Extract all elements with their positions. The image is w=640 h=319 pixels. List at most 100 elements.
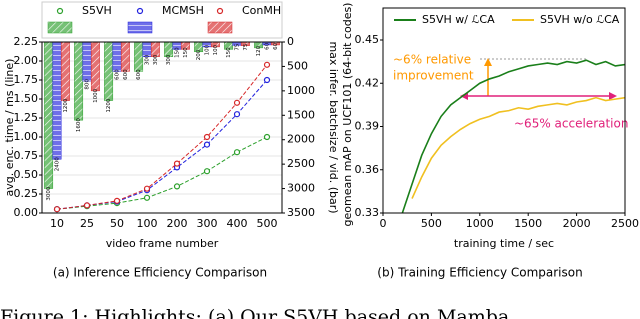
legend-label: S5VH w/ ℒCA — [422, 13, 495, 26]
y2-tick-label: 2500 — [287, 157, 315, 170]
line-marker — [263, 61, 271, 68]
x-tick-label: 1000 — [466, 217, 494, 230]
bar-label: 3000 — [46, 186, 52, 200]
x-axis-label: video frame number — [106, 237, 219, 250]
line-marker — [53, 206, 61, 213]
x-tick-label: 50 — [110, 217, 124, 230]
bar-label: 600 — [123, 69, 129, 80]
bar — [90, 41, 100, 92]
line-marker — [203, 141, 211, 148]
line-marker — [233, 99, 241, 106]
x-tick-label: 200 — [167, 217, 188, 230]
bar-label: 300 — [145, 54, 151, 65]
caption: (a) Inference Efficiency Comparison — [53, 266, 267, 280]
bar-label: 1200 — [63, 98, 69, 112]
x-tick-label: 25 — [80, 217, 94, 230]
legend-box — [41, 1, 283, 39]
bar-label: 100 — [213, 44, 219, 55]
bar-label: 150 — [175, 47, 181, 58]
bar — [60, 41, 70, 101]
bar — [164, 41, 174, 57]
y-tick-label: 0.50 — [14, 168, 39, 181]
y-tick-label: 0.25 — [14, 187, 39, 200]
bar-label: 200 — [196, 49, 202, 60]
bar-label: 800 — [85, 79, 91, 90]
bar — [142, 41, 152, 57]
bar — [82, 41, 92, 82]
arrow-head — [609, 92, 617, 100]
bar-label: 2400 — [55, 157, 61, 171]
line-marker — [173, 160, 181, 167]
y-tick-label: 1.75 — [14, 73, 39, 86]
bar — [150, 41, 160, 57]
series-line — [401, 59, 625, 213]
x-tick-label: 500 — [421, 217, 442, 230]
bar-label: 1600 — [76, 118, 82, 132]
legend-label: S5VH — [82, 4, 112, 17]
bar-label: 300 — [153, 54, 159, 65]
y-axis-label: avg. enc. time / ms (line) — [3, 59, 16, 197]
y2-tick-label: 500 — [287, 59, 308, 72]
y-axis-label: geomean mAP on UCF101 (64-bit codes) — [341, 3, 354, 227]
x-tick-label: 0 — [380, 217, 387, 230]
bar — [44, 41, 54, 189]
annotation: improvement — [393, 69, 474, 83]
legend-patch — [207, 21, 233, 34]
y-tick-label: 2.00 — [14, 54, 39, 67]
y-tick-label: 0.45 — [355, 33, 380, 46]
y2-tick-label: 1000 — [287, 84, 315, 97]
legend-patch — [47, 21, 73, 34]
bar — [134, 41, 144, 72]
series-line — [411, 96, 625, 199]
arrow-head — [484, 58, 492, 66]
x-tick-label: 2500 — [611, 217, 639, 230]
bar — [120, 41, 130, 72]
y2-axis-label: max infer. batchsize / vid. (bar) — [327, 41, 340, 213]
legend-marker — [136, 7, 144, 15]
y-tick-label: 0.00 — [14, 206, 39, 219]
x-tick-label: 300 — [197, 217, 218, 230]
bar-label: 1200 — [106, 98, 112, 112]
line-marker — [233, 149, 241, 156]
y-tick-label: 1.25 — [14, 111, 39, 124]
bar — [104, 41, 114, 101]
y-tick-label: 1.50 — [14, 92, 39, 105]
line-marker — [263, 133, 271, 141]
line-marker — [173, 183, 181, 190]
line-marker — [263, 76, 271, 84]
x-tick-label: 100 — [137, 217, 158, 230]
line-marker — [233, 111, 241, 118]
bar-label: 150 — [183, 47, 189, 58]
bar — [74, 41, 84, 121]
legend-label: MCMSH — [162, 4, 204, 17]
x-tick-label: 1500 — [514, 217, 542, 230]
bar — [52, 41, 62, 160]
series-line — [56, 136, 268, 210]
x-tick-label: 10 — [50, 217, 64, 230]
caption: (b) Training Efficiency Comparison — [377, 266, 582, 280]
bar-label: 120 — [256, 45, 262, 56]
series-line — [56, 64, 268, 210]
y-tick-label: 0.36 — [355, 163, 380, 176]
bar-label: 600 — [115, 69, 121, 80]
figure-caption: Figure 1: Highlights: (a) Our S5VH based… — [0, 306, 509, 319]
legend-label: S5VH w/o ℒCA — [540, 13, 620, 26]
legend-marker — [216, 7, 224, 15]
y2-tick-label: 3000 — [287, 182, 315, 195]
bar-label: 150 — [226, 47, 232, 58]
y-tick-label: 0.75 — [14, 149, 39, 162]
bar-label: 60 — [265, 42, 271, 49]
y-tick-label: 1.00 — [14, 130, 39, 143]
y2-tick-label: 0 — [287, 35, 294, 48]
line-marker — [83, 202, 91, 209]
y-tick-label: 0.39 — [355, 120, 380, 133]
bar-label: 60 — [273, 42, 279, 49]
x-tick-label: 2000 — [563, 217, 591, 230]
bar-label: 1000 — [93, 88, 99, 102]
line-marker — [143, 185, 151, 192]
x-axis-label: training time / sec — [454, 237, 554, 250]
y-tick-label: 0.42 — [355, 76, 380, 89]
x-tick-label: 400 — [227, 217, 248, 230]
legend-marker — [56, 7, 64, 15]
